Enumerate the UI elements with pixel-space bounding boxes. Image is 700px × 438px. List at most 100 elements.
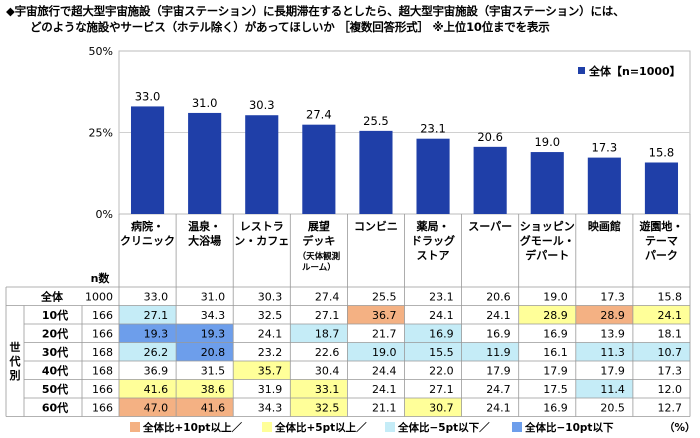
bar-value-label: 15.8 (649, 145, 675, 159)
table-cell-highlight (119, 398, 177, 417)
bar-value-label: 17.3 (592, 141, 618, 155)
series-legend-swatch (578, 67, 585, 74)
table-n-value: 168 (92, 364, 113, 377)
table-cell-value: 31.0 (201, 290, 226, 303)
category-label: 遊園地・ (639, 219, 683, 233)
table-cell-highlight (176, 398, 234, 417)
table-cell-value: 31.5 (201, 364, 226, 377)
bar (188, 112, 222, 214)
category-label: ショッピン (520, 220, 575, 233)
bar (644, 162, 679, 214)
table-cell-value: 17.3 (600, 290, 625, 303)
group-label-char: 別 (9, 368, 21, 382)
table-cell-value: 15.5 (429, 346, 454, 359)
table-n-value: 166 (92, 401, 113, 414)
table-cell-value: 20.8 (201, 346, 226, 359)
table-cell-value: 17.3 (658, 364, 683, 377)
table-cell-value: 33.1 (315, 383, 340, 396)
table-cell-value: 24.1 (429, 309, 454, 322)
table-cell-highlight (632, 342, 690, 361)
table-cell-value: 11.3 (600, 346, 625, 359)
category-label: デッキ (302, 234, 335, 248)
table-cell-highlight (290, 324, 348, 343)
table-cell-highlight (575, 342, 633, 361)
table-cell-highlight (404, 398, 462, 417)
table-cell-value: 20.5 (600, 401, 625, 414)
table-cell-value: 13.9 (600, 327, 625, 340)
legend-label-lb: 全体比−5pt以下／ (398, 422, 490, 434)
bar (302, 124, 336, 214)
table-n-value: 166 (92, 309, 113, 322)
table-cell-highlight (575, 305, 633, 324)
table-cell-value: 23.2 (258, 346, 283, 359)
legend-item-yl: 全体比+5pt以上／ (262, 420, 367, 435)
table-cell-value: 23.1 (429, 290, 454, 303)
legend-swatch-lb (385, 422, 395, 432)
table-cell-highlight (119, 379, 177, 398)
category-label: デパート (525, 248, 569, 262)
legend-item-lb: 全体比−5pt以下／ (385, 420, 490, 435)
table-cell-value: 19.0 (543, 290, 568, 303)
bar (245, 115, 279, 214)
table-cell-highlight (347, 305, 405, 324)
table-cell-value: 19.0 (372, 346, 397, 359)
category-label: コンビニ (354, 219, 398, 233)
category-label: 展望 (307, 219, 330, 233)
table-cell-value: 32.5 (258, 309, 283, 322)
bar-value-label: 23.1 (420, 122, 446, 136)
table-n-value: 166 (92, 383, 113, 396)
category-label: （天体観測 (298, 251, 341, 262)
bar (473, 146, 507, 214)
category-label: ルーム） (302, 262, 336, 273)
table-cell-highlight (119, 305, 177, 324)
bar (530, 152, 564, 214)
category-label: 温泉・ (188, 219, 221, 233)
table-cell-value: 11.4 (600, 383, 625, 396)
table-row-label: 50代 (42, 382, 68, 396)
category-label: ン・カフェ (234, 235, 289, 248)
table-cell-highlight (347, 342, 405, 361)
legend-label-bl: 全体比−10pt以下 (525, 422, 614, 434)
table-n-value: 1000 (85, 290, 113, 303)
table-cell-value: 18.7 (315, 327, 340, 340)
table-row-label: 10代 (42, 308, 68, 322)
table-cell-value: 22.0 (429, 364, 454, 377)
category-label: 病院・ (131, 219, 164, 233)
table-cell-value: 17.9 (600, 364, 625, 377)
bar (130, 106, 165, 214)
table-row-label: 40代 (42, 363, 68, 377)
table-cell-highlight (461, 342, 519, 361)
legend-swatch-bl (512, 422, 522, 432)
table-cell-value: 35.7 (258, 364, 283, 377)
category-label: スーパー (468, 220, 512, 233)
table-cell-value: 30.3 (258, 290, 283, 303)
table-cell-value: 25.5 (372, 290, 397, 303)
unit-label: （%） (664, 422, 696, 434)
legend-label-yl: 全体比+5pt以上／ (275, 422, 367, 434)
table-cell-value: 28.9 (543, 309, 568, 322)
table-cell-value: 34.3 (201, 309, 226, 322)
table-cell-value: 19.3 (201, 327, 226, 340)
table-cell-highlight (176, 342, 234, 361)
table-cell-value: 47.0 (144, 401, 169, 414)
table-cell-value: 26.2 (144, 346, 169, 359)
table-cell-value: 30.7 (429, 401, 454, 414)
category-label: クリニック (120, 235, 175, 248)
table-cell-value: 24.1 (486, 401, 511, 414)
table-cell-highlight (176, 324, 234, 343)
table-cell-highlight (233, 361, 291, 380)
n-header: n数 (91, 271, 111, 285)
table-cell-value: 34.3 (258, 401, 283, 414)
group-label-char: 世 (10, 340, 21, 354)
legend-item-or: 全体比+10pt以上／ (130, 420, 242, 435)
table-cell-value: 30.4 (315, 364, 340, 377)
title-line-2: どのような施設やサービス（ホテル除く）があってほしいか ［複数回答形式］ ※上位… (30, 20, 550, 34)
table-cell-value: 21.1 (372, 401, 397, 414)
table-cell-value: 36.9 (144, 364, 169, 377)
bar (416, 138, 450, 214)
table-cell-value: 28.9 (600, 309, 625, 322)
category-label: テーマ (645, 235, 678, 248)
title-line-1: ◆宇宙旅行で超大型宇宙施設（宇宙ステーション）に長期滞在するとしたら、超大型宇宙… (6, 4, 625, 18)
legend-swatch-or (130, 422, 140, 432)
